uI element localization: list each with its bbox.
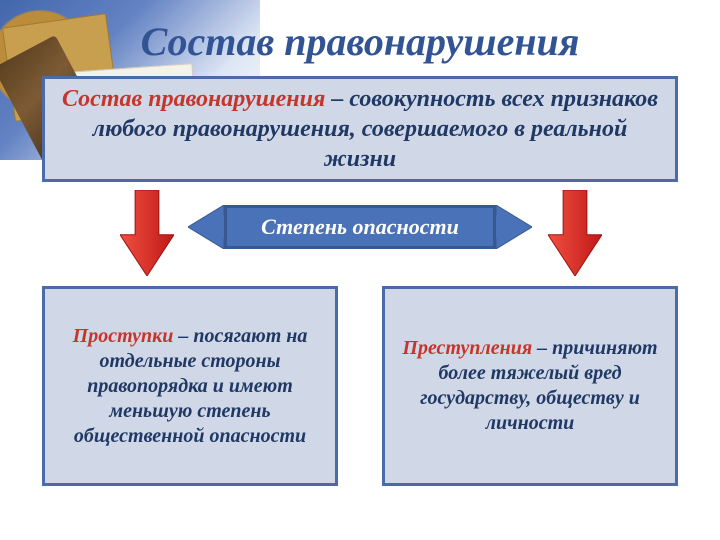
- right-highlight: Преступления: [402, 337, 532, 359]
- red-arrow-right: [548, 190, 602, 276]
- red-arrow-left: [120, 190, 174, 276]
- right-box: Преступления – причиняют более тяжелый в…: [382, 286, 678, 486]
- definition-text: Состав правонарушения – совокупность все…: [55, 84, 665, 174]
- center-label: Степень опасности: [261, 213, 459, 241]
- definition-highlight: Состав правонарушения: [62, 86, 325, 112]
- slide-title: Состав правонарушения: [0, 18, 720, 65]
- definition-box: Состав правонарушения – совокупность все…: [42, 76, 678, 182]
- left-box: Проступки – посягают на отдельные сторон…: [42, 286, 338, 486]
- right-text: Преступления – причиняют более тяжелый в…: [395, 336, 665, 436]
- left-text: Проступки – посягают на отдельные сторон…: [55, 324, 325, 449]
- left-highlight: Проступки: [73, 325, 174, 347]
- center-box: Степень опасности: [224, 205, 496, 249]
